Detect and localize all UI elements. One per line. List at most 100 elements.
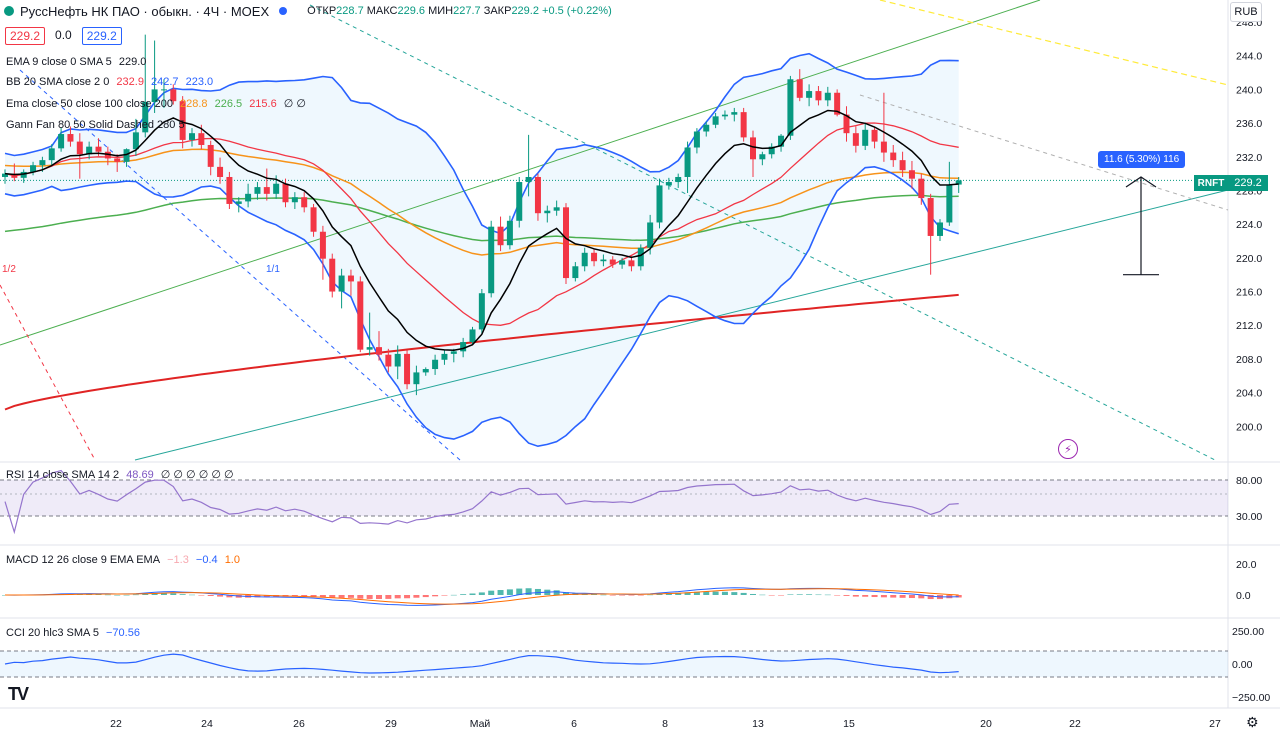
candle-body xyxy=(450,351,457,354)
macd-hist-bar xyxy=(254,595,261,598)
candle-body xyxy=(123,149,130,162)
time-tick-label: 6 xyxy=(571,718,577,730)
settings-gear-icon[interactable]: ⚙ xyxy=(1246,714,1259,730)
candle-body xyxy=(11,173,18,178)
candle-body xyxy=(67,134,74,142)
macd-hist-bar xyxy=(226,595,233,598)
macd-hist-bar xyxy=(693,591,700,595)
tradingview-logo-icon[interactable]: TV xyxy=(8,684,29,704)
currency-button[interactable]: RUB xyxy=(1230,2,1262,22)
close-label: ЗАКР xyxy=(483,5,512,17)
macd-hist-bar xyxy=(721,591,728,595)
ema9-line xyxy=(4,109,959,351)
candle-body xyxy=(291,197,298,203)
market-status-icon xyxy=(4,6,14,16)
spread-value: 0.0 xyxy=(51,27,76,45)
ema2-legend[interactable]: Ema close 50 close 100 close 200 228.8 2… xyxy=(6,97,310,110)
ema-legend[interactable]: EMA 9 close 0 SMA 5 229.0 xyxy=(6,56,150,68)
measure-label: 11.6 (5.30%) 116 xyxy=(1098,151,1186,168)
cci-band xyxy=(0,651,1228,677)
macd-hist-bar xyxy=(506,589,513,595)
live-data-icon xyxy=(279,7,288,15)
macd-hist-bar xyxy=(413,595,420,598)
candle-body xyxy=(656,185,663,223)
price-tick-label: 208.0 xyxy=(1236,354,1262,366)
candle-body xyxy=(39,160,46,166)
macd-hist-bar xyxy=(647,594,654,596)
candle-body xyxy=(170,89,177,102)
candle-body xyxy=(478,293,485,330)
candle-body xyxy=(273,183,280,194)
candle-body xyxy=(245,193,252,202)
candle-body xyxy=(207,144,214,167)
candle-body xyxy=(852,133,859,146)
candle-body xyxy=(516,182,523,221)
candle-body xyxy=(338,275,345,292)
time-tick-label: 8 xyxy=(662,718,668,730)
macd-hist-bar xyxy=(516,588,523,595)
candle-body xyxy=(319,231,326,259)
macd-hist-bar xyxy=(824,594,831,596)
price-tick-label: 220.0 xyxy=(1236,253,1262,265)
gann-legend[interactable]: Gann Fan 80 50 Solid Dashed 280 5 xyxy=(6,119,189,131)
macd-hist-bar xyxy=(497,590,504,595)
candle-body xyxy=(637,247,644,267)
rsi-band xyxy=(0,480,1228,516)
macd-hist-bar xyxy=(637,595,644,596)
candle-body xyxy=(488,226,495,294)
macd-hist-bar xyxy=(675,592,682,595)
high-label: МАКС xyxy=(366,5,398,17)
macd-hist-bar xyxy=(114,594,121,596)
gann-line-teal xyxy=(134,189,1229,461)
sell-button[interactable]: 229.2 xyxy=(5,27,46,45)
macd-signal-value: 1.0 xyxy=(224,554,240,566)
candle-body xyxy=(768,146,775,155)
candle-body xyxy=(647,222,654,248)
macd-hist-bar xyxy=(189,594,195,596)
time-tick-label: 15 xyxy=(843,718,855,730)
price-tick-label: 216.0 xyxy=(1236,287,1262,299)
symbol-title[interactable]: РуссНефть НК ПАО · обыкн. · 4Ч · MOEX xyxy=(20,3,270,19)
bb-lower: 223.0 xyxy=(185,76,214,88)
macd-hist-bar xyxy=(469,593,476,595)
buy-button[interactable]: 229.2 xyxy=(81,27,122,45)
candle-body xyxy=(759,154,766,160)
macd-value: −0.4 xyxy=(195,554,218,566)
price-tick-label: 204.0 xyxy=(1236,388,1262,400)
cci-legend[interactable]: CCI 20 hlc3 SMA 5 −70.56 xyxy=(6,627,144,639)
candle-body xyxy=(946,184,953,223)
macd-hist-bar xyxy=(347,595,354,598)
macd-hist-bar xyxy=(871,595,878,598)
candle-body xyxy=(787,79,794,136)
change-value: +0.5 (+0.22%) xyxy=(542,5,612,17)
candle-body xyxy=(955,180,962,185)
candle-body xyxy=(422,369,429,373)
rsi-legend[interactable]: RSI 14 close SMA 14 2 48.69 ∅ ∅ ∅ ∅ ∅ ∅ xyxy=(6,468,238,481)
macd-hist-bar xyxy=(890,595,897,598)
macd-hist-bar xyxy=(207,595,214,596)
candle-body xyxy=(553,207,560,211)
candle-body xyxy=(880,141,887,153)
trade-buttons: 229.2 0.0 229.2 xyxy=(5,27,122,45)
bb-legend[interactable]: BB 20 SMA close 2 0 232.9 242.7 223.0 xyxy=(6,76,217,88)
candle-body xyxy=(684,147,691,177)
macd-legend[interactable]: MACD 12 26 close 9 EMA EMA −1.3 −0.4 1.0 xyxy=(6,554,244,566)
time-tick-label: 22 xyxy=(1069,718,1081,730)
candle-body xyxy=(235,201,242,204)
candle-body xyxy=(104,151,111,159)
macd-hist-bar xyxy=(778,595,785,596)
macd-hist-bar xyxy=(329,595,336,598)
gann-name: Gann Fan 80 50 Solid Dashed 280 5 xyxy=(6,119,185,131)
candle-body xyxy=(740,112,747,138)
candle-body xyxy=(132,132,139,150)
bb-lower-line xyxy=(4,165,959,448)
candle-body xyxy=(703,124,710,132)
time-tick-label: 22 xyxy=(110,718,122,730)
macd-hist-bar xyxy=(787,594,794,595)
macd-hist-bar xyxy=(217,595,224,597)
candle-body xyxy=(693,131,700,148)
lightning-icon[interactable]: ⚡ xyxy=(1058,439,1078,459)
last-price-label: 229.2 xyxy=(1228,175,1268,191)
time-tick-label: Май xyxy=(470,718,491,730)
